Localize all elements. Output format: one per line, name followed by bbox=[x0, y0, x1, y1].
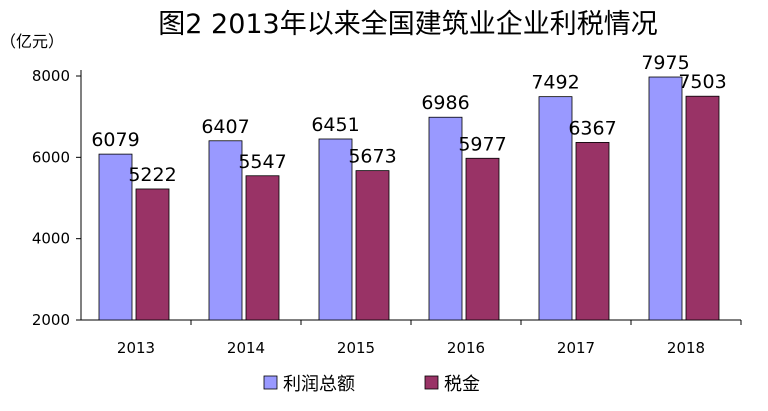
legend-label-profit: 利润总额 bbox=[283, 374, 355, 395]
bar-profit-2018 bbox=[648, 76, 683, 321]
data-label: 6451 bbox=[311, 114, 359, 136]
x-tick-label: 2017 bbox=[557, 339, 595, 357]
data-label: 7492 bbox=[531, 72, 579, 94]
x-tick-label: 2016 bbox=[447, 339, 485, 357]
chart-title: 图2 2013年以来全国建筑业企业利税情况 bbox=[158, 9, 657, 40]
bar-profit-2017 bbox=[538, 96, 573, 321]
y-tick-label: 6000 bbox=[32, 148, 70, 166]
y-tick-label: 8000 bbox=[32, 67, 70, 85]
legend-swatch-tax bbox=[424, 375, 439, 390]
data-label: 6986 bbox=[421, 92, 469, 114]
data-label: 5222 bbox=[128, 164, 176, 186]
data-label: 7975 bbox=[641, 52, 689, 74]
bar-tax-2017 bbox=[575, 142, 610, 321]
legend-swatch-profit bbox=[263, 375, 278, 390]
bar-profit-2015 bbox=[318, 138, 353, 321]
bar-tax-2016 bbox=[465, 157, 500, 321]
data-label: 6407 bbox=[201, 116, 249, 138]
data-label: 7503 bbox=[678, 71, 726, 93]
x-tick-label: 2018 bbox=[667, 339, 705, 357]
plot-area: 2000 4000 6000 8000 6079 5222 2013 6407 5547 2014… bbox=[32, 52, 742, 357]
x-tick-label: 2014 bbox=[227, 339, 265, 357]
x-tick-label: 2015 bbox=[337, 339, 375, 357]
legend: 利润总额 税金 bbox=[263, 374, 480, 395]
legend-label-tax: 税金 bbox=[444, 374, 480, 395]
y-axis-unit-label: （亿元） bbox=[0, 32, 64, 51]
bar-tax-2018 bbox=[685, 95, 720, 321]
data-label: 5547 bbox=[238, 151, 286, 173]
bar-tax-2013 bbox=[135, 188, 170, 321]
y-tick-label: 4000 bbox=[32, 230, 70, 248]
bar-profit-2014 bbox=[208, 140, 243, 321]
data-label: 6079 bbox=[91, 129, 139, 151]
y-tick-label: 2000 bbox=[32, 311, 70, 329]
bar-tax-2014 bbox=[245, 175, 280, 321]
data-label: 6367 bbox=[568, 117, 616, 139]
bar-profit-2013 bbox=[98, 153, 133, 321]
bar-profit-2016 bbox=[428, 116, 463, 321]
bar-tax-2015 bbox=[355, 170, 390, 321]
data-label: 5673 bbox=[348, 146, 396, 168]
data-label: 5977 bbox=[458, 133, 506, 155]
x-tick-label: 2013 bbox=[117, 339, 155, 357]
